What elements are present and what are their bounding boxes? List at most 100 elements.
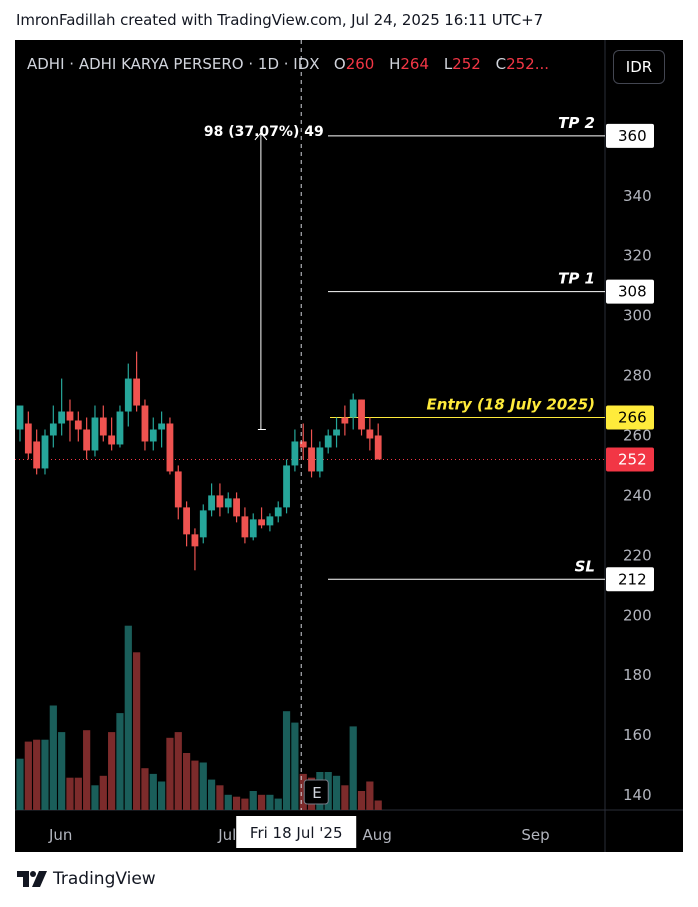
candle-body xyxy=(208,495,215,511)
candle-body xyxy=(341,417,349,424)
candle-body xyxy=(316,447,324,472)
candle-body xyxy=(124,378,132,412)
candle-body xyxy=(41,435,49,469)
volume-bar xyxy=(108,732,116,810)
candle-body xyxy=(358,399,365,430)
level-price-tag-bg xyxy=(606,567,654,592)
crosshair-date-bg xyxy=(236,816,357,848)
level-price-tag-bg xyxy=(606,405,654,430)
volume-bar xyxy=(199,762,207,810)
high-label: H xyxy=(389,55,401,73)
y-tick-label: 200 xyxy=(623,606,652,624)
volume-bar xyxy=(299,773,307,810)
footer-logo: TradingView xyxy=(17,869,156,889)
candle-body xyxy=(149,429,157,442)
volume-bar xyxy=(374,800,382,810)
candle-body xyxy=(99,417,107,436)
x-tick-label: Jun xyxy=(48,826,72,844)
y-tick-label: 260 xyxy=(623,426,652,444)
x-tick-label: Sep xyxy=(521,826,549,844)
level-name-label: TP 2 xyxy=(558,114,595,132)
chart-panel[interactable]: 1401601802002202402602803003203403603809… xyxy=(15,40,683,852)
volume-bar xyxy=(49,705,57,810)
volume-bar xyxy=(124,625,132,810)
candle-body xyxy=(291,441,299,466)
tradingview-logo-icon xyxy=(17,871,47,887)
close-label: C xyxy=(495,55,507,73)
candle-body xyxy=(283,465,290,508)
volume-bar xyxy=(166,737,174,810)
y-tick-label: 160 xyxy=(623,726,652,744)
y-tick-label: 220 xyxy=(623,546,652,564)
chart-caption: ImronFadillah created with TradingView.c… xyxy=(16,11,544,29)
high-value: 264 xyxy=(400,55,430,73)
earnings-marker-label: E xyxy=(312,784,321,802)
x-tick-label: Aug xyxy=(363,826,392,844)
candle-body xyxy=(266,516,274,526)
y-tick-label: 300 xyxy=(623,307,652,325)
y-tick-label: 340 xyxy=(623,187,652,205)
candle-body xyxy=(174,471,182,508)
measure-label: 98 (37.07%) 49 xyxy=(204,124,324,140)
level-price-tag-text: 212 xyxy=(618,570,647,588)
close-value: 252... xyxy=(506,55,550,73)
level-price-tag: 308 xyxy=(606,279,654,304)
volume-bar xyxy=(91,785,99,810)
volume-bar xyxy=(24,741,32,810)
candle-body xyxy=(258,519,265,526)
y-tick-label: 180 xyxy=(623,666,652,684)
level-price-tag: 360 xyxy=(606,123,654,148)
volume-bar xyxy=(74,777,82,810)
symbol-name: ADHI · ADHI KARYA PERSERO · 1D · IDX xyxy=(27,55,320,73)
candle-body xyxy=(166,423,174,472)
volume-bar xyxy=(83,730,91,810)
candle-body xyxy=(224,498,232,508)
volume-bar xyxy=(341,785,349,810)
candle-body xyxy=(191,534,199,547)
volume-bar xyxy=(224,794,232,810)
volume-bar xyxy=(191,760,199,810)
last-price-tag-bg xyxy=(606,447,654,472)
volume-bar xyxy=(241,798,249,810)
volume-bar xyxy=(349,726,357,810)
symbol-legend: ADHI · ADHI KARYA PERSERO · 1D · IDX O 26… xyxy=(27,55,559,73)
candle-body xyxy=(158,423,166,430)
volume-bar xyxy=(216,785,224,810)
candle-body xyxy=(233,498,240,517)
candle-body xyxy=(74,420,82,430)
candle-body xyxy=(33,441,41,469)
volume-bar xyxy=(232,796,241,810)
candle-body xyxy=(183,507,190,535)
crosshair-date-label: Fri 18 Jul '25 xyxy=(250,824,343,842)
volume-bar xyxy=(99,775,107,810)
candle-body xyxy=(349,399,357,418)
currency-button[interactable]: IDR xyxy=(613,50,665,84)
measure-arrowhead xyxy=(254,132,268,141)
candle-body xyxy=(116,411,124,445)
level-price-tag-bg xyxy=(606,279,654,304)
candle-body xyxy=(308,447,315,472)
candle-body xyxy=(366,429,374,439)
volume-bar xyxy=(33,739,41,810)
candle-body xyxy=(274,507,282,517)
level-name-label: Entry (18 July 2025) xyxy=(427,396,595,414)
level-price-tag-text: 266 xyxy=(618,409,647,427)
volume-bar xyxy=(41,739,49,810)
footer-brand: TradingView xyxy=(53,869,156,889)
volume-bar xyxy=(274,798,282,810)
candlestick-chart[interactable]: 1401601802002202402602803003203403603809… xyxy=(15,40,683,852)
volume-bar xyxy=(249,791,257,810)
earnings-marker-box xyxy=(303,779,329,805)
level-name-label: TP 1 xyxy=(558,270,595,288)
volume-bar xyxy=(257,794,266,810)
candle-body xyxy=(16,405,24,430)
volume-bar xyxy=(332,775,341,810)
candle-body xyxy=(49,423,57,436)
volume-bar xyxy=(16,758,24,810)
candle-body xyxy=(141,405,149,442)
volume-bar xyxy=(357,791,366,810)
y-tick-label: 280 xyxy=(623,367,652,385)
open-label: O xyxy=(333,55,346,73)
volume-bar xyxy=(282,711,291,810)
x-tick-label: Jul xyxy=(217,826,236,844)
